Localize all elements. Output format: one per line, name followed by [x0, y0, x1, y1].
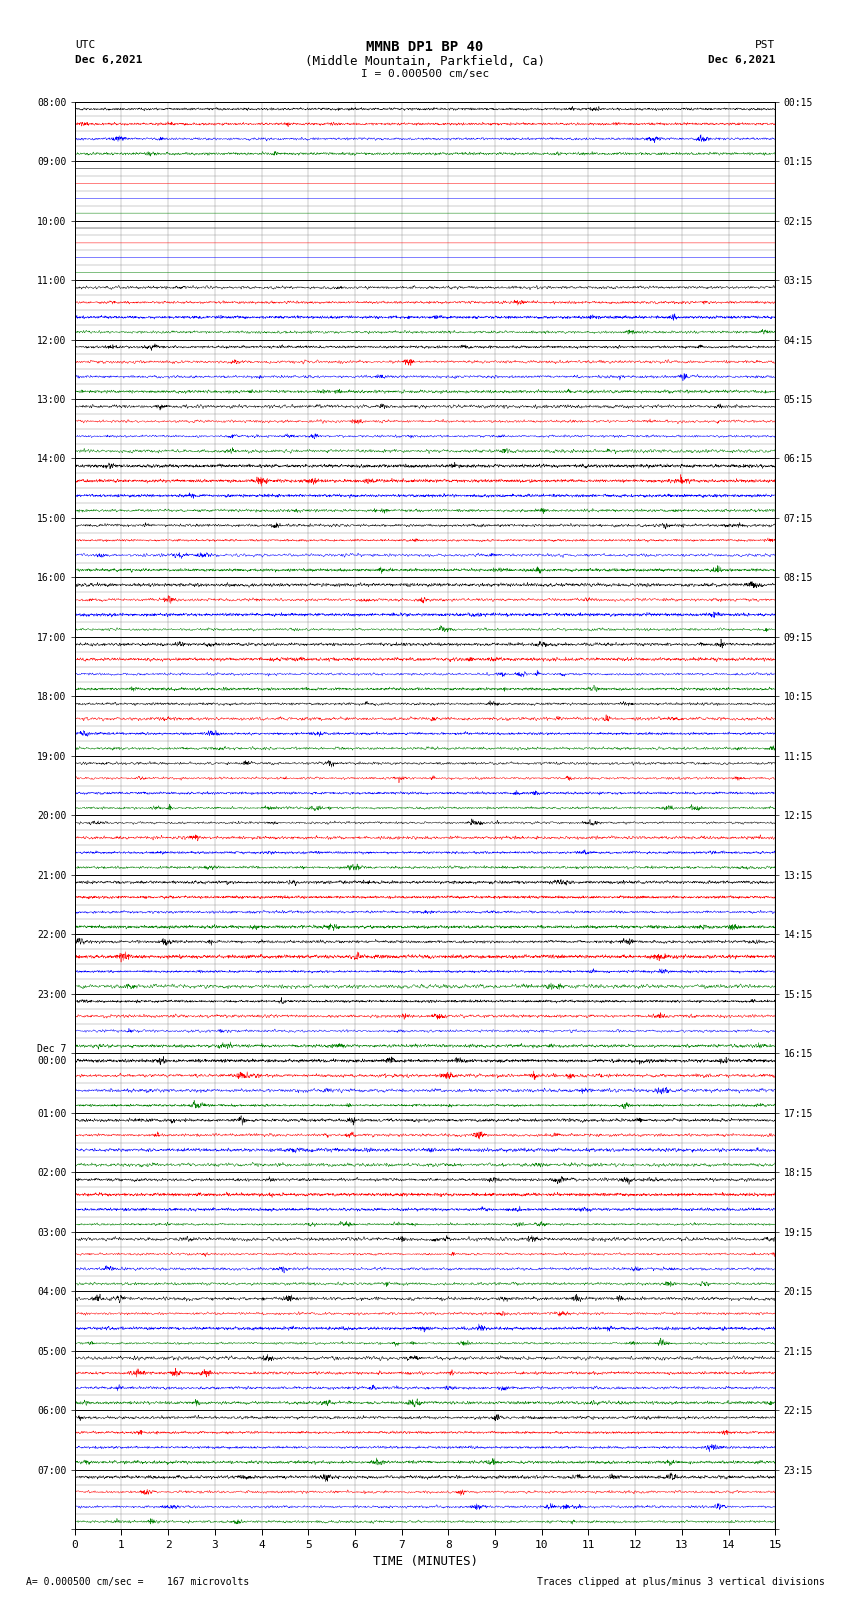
Text: PST: PST [755, 40, 775, 50]
X-axis label: TIME (MINUTES): TIME (MINUTES) [372, 1555, 478, 1568]
Text: (Middle Mountain, Parkfield, Ca): (Middle Mountain, Parkfield, Ca) [305, 55, 545, 68]
Text: MMNB DP1 BP 40: MMNB DP1 BP 40 [366, 40, 484, 55]
Text: I = 0.000500 cm/sec: I = 0.000500 cm/sec [361, 69, 489, 79]
Text: Dec 6,2021: Dec 6,2021 [708, 55, 775, 65]
Text: Traces clipped at plus/minus 3 vertical divisions: Traces clipped at plus/minus 3 vertical … [536, 1578, 824, 1587]
Text: Dec 6,2021: Dec 6,2021 [75, 55, 142, 65]
Text: UTC: UTC [75, 40, 95, 50]
Text: A= 0.000500 cm/sec =    167 microvolts: A= 0.000500 cm/sec = 167 microvolts [26, 1578, 249, 1587]
